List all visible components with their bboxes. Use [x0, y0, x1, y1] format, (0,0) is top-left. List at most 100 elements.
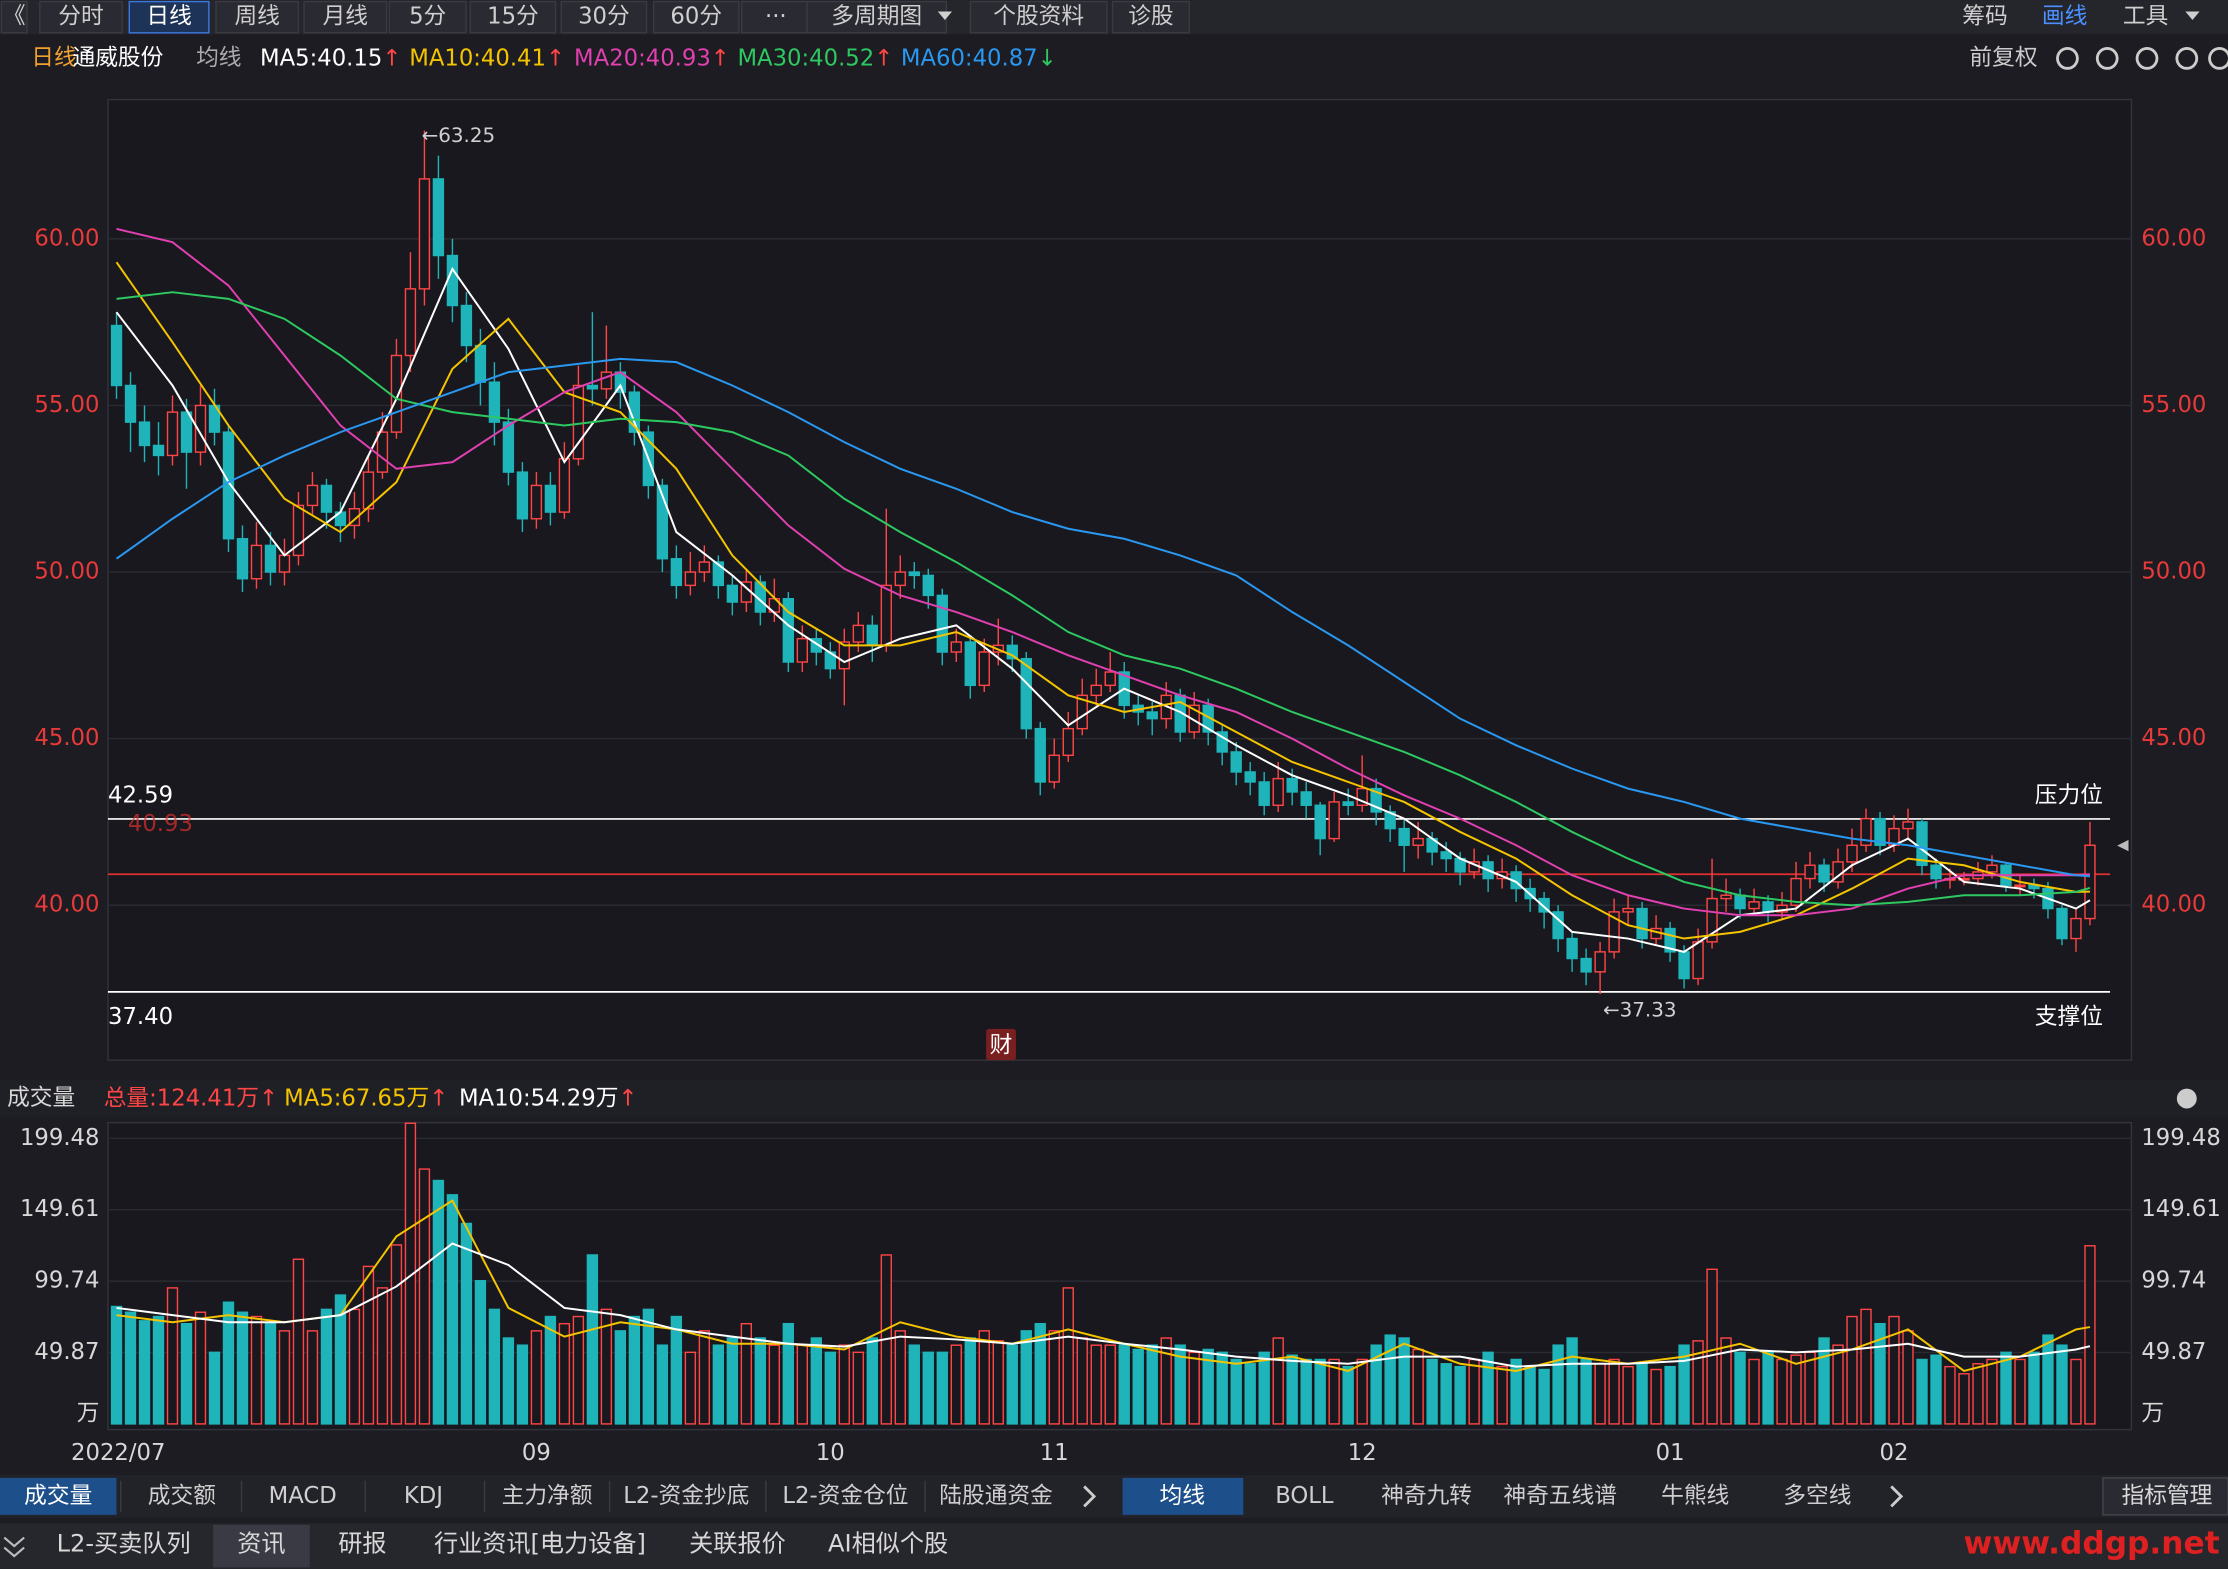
volume-bar [1916, 1358, 1928, 1425]
indicator-tab[interactable]: 牛熊线 [1661, 1483, 1729, 1509]
indicator-tab[interactable]: 均线 [1159, 1483, 1204, 1509]
indicator-tab[interactable]: 陆股通资金 [939, 1483, 1053, 1509]
bottom-tab[interactable]: 关联报价 [689, 1530, 786, 1558]
manage-box [2102, 1477, 2228, 1516]
toolbar-tab[interactable]: 诊股 [1128, 4, 1173, 30]
y-tick-label-right: 149.61 [2141, 1196, 2221, 1222]
volume-bar [1888, 1315, 1900, 1425]
volume-bar [1132, 1348, 1144, 1425]
volume-bar [1944, 1365, 1956, 1425]
toolbar-icon[interactable] [2135, 47, 2159, 70]
candle-body [376, 431, 389, 473]
bottom-tab[interactable]: 资讯 [237, 1530, 285, 1558]
candle-body [600, 371, 613, 390]
candle-body [418, 178, 431, 290]
candle-body [1902, 821, 1914, 830]
toolbar-right[interactable]: 画线 [2042, 4, 2087, 30]
level-label: 40.93 [128, 811, 193, 837]
candle-body [558, 458, 571, 513]
bottom-tab[interactable]: 研报 [338, 1530, 386, 1558]
volume-bar [390, 1244, 403, 1425]
volume-bar [1188, 1351, 1200, 1425]
candle-body [936, 594, 948, 653]
toolbar-icon[interactable] [2175, 47, 2199, 70]
volume-bar [1496, 1365, 1508, 1425]
indicator-tab[interactable]: L2-资金仓位 [782, 1483, 908, 1509]
indicator-manage[interactable]: 指标管理 [2121, 1483, 2212, 1509]
tab-box [303, 0, 388, 34]
price-panel [107, 98, 2133, 1061]
candle-body [1286, 777, 1298, 793]
volume-bar [1986, 1358, 1998, 1425]
tab-box [560, 0, 648, 34]
candle-body [348, 508, 361, 527]
bottom-tab[interactable]: 行业资讯[电力设备] [434, 1530, 646, 1558]
volume-bar [1482, 1351, 1494, 1425]
volume-total-label: 总量:124.41万 [104, 1085, 259, 1111]
volume-bar [754, 1337, 767, 1425]
toolbar-tab[interactable]: 周线 [234, 4, 279, 30]
ma-legend[interactable]: MA60:40.87↓ [901, 45, 1057, 71]
toolbar-tab[interactable]: 多周期图 [831, 4, 922, 30]
ma-legend[interactable]: MA30:40.52↑ [737, 45, 893, 71]
volume-bar [684, 1351, 697, 1425]
y-tick-label-right: 199.48 [2141, 1125, 2221, 1151]
ma-legend[interactable]: MA10:40.41↑ [409, 45, 565, 71]
toolbar-icon[interactable] [2208, 47, 2228, 70]
volume-bar [866, 1337, 878, 1425]
close-icon[interactable] [2176, 1088, 2197, 1109]
indicator-tab[interactable]: KDJ [404, 1483, 443, 1509]
toolbar-tab[interactable]: 日线 [146, 4, 191, 30]
toolbar-tab[interactable]: 15分 [487, 4, 539, 30]
volume-bar [1468, 1358, 1480, 1425]
toolbar-tab[interactable]: 月线 [323, 4, 368, 30]
volume-bar [1762, 1351, 1774, 1425]
tab-box [469, 0, 557, 34]
y-tick-label-right: 99.74 [2141, 1268, 2206, 1294]
bottom-tab[interactable]: AI相似个股 [828, 1530, 948, 1558]
volume-bar [460, 1222, 473, 1425]
ma-line [115, 357, 2091, 878]
bottom-tab[interactable]: L2-买卖队列 [57, 1530, 191, 1558]
indicator-tab[interactable]: BOLL [1275, 1483, 1334, 1509]
candle-body [908, 571, 920, 577]
volume-bar [1552, 1344, 1564, 1425]
toolbar-tab[interactable]: 分时 [58, 4, 103, 30]
ma-legend-arrow: ↑ [711, 45, 730, 71]
volume-bar [726, 1337, 739, 1425]
toolbar-right[interactable]: 筹码 [1962, 4, 2007, 30]
tab-scroll-arrow[interactable] [1083, 1485, 1097, 1508]
support-label: 支撑位 [2035, 1004, 2103, 1030]
ma-legend[interactable]: MA20:40.93↑ [574, 45, 730, 71]
volume-bar [1664, 1365, 1676, 1425]
toolbar-tab[interactable]: 《 [3, 4, 26, 30]
indicator-tab[interactable]: 多空线 [1783, 1483, 1851, 1509]
toolbar-right[interactable]: 工具 [2123, 4, 2168, 30]
candle-body [2084, 844, 2096, 920]
toolbar-tab[interactable]: 60分 [670, 4, 722, 30]
tab-scroll-arrow[interactable] [1890, 1485, 1904, 1508]
indicator-tab[interactable]: 神奇九转 [1381, 1483, 1472, 1509]
adjust-label[interactable]: 前复权 [1969, 45, 2037, 71]
indicator-tab[interactable]: 成交额 [148, 1483, 216, 1509]
indicator-tab[interactable]: 成交量 [24, 1483, 92, 1509]
toolbar-tab[interactable]: 个股资料 [993, 4, 1084, 30]
toolbar-icon[interactable] [2056, 47, 2079, 70]
toolbar-tab[interactable]: 30分 [578, 4, 630, 30]
indicator-tab[interactable]: 主力净额 [502, 1483, 593, 1509]
indicator-tab[interactable]: MACD [269, 1483, 337, 1509]
volume-bar [1006, 1344, 1018, 1425]
ma-legend[interactable]: MA5:40.15↑ [260, 45, 401, 71]
toolbar-icon[interactable] [2095, 47, 2119, 70]
indicator-tab[interactable]: 神奇五线谱 [1503, 1483, 1617, 1509]
toolbar-tab[interactable]: 5分 [409, 4, 446, 30]
volume-bar [1636, 1363, 1648, 1425]
volume-bar [278, 1330, 291, 1425]
candle-body [1776, 904, 1788, 913]
collapse-icon[interactable] [3, 1536, 25, 1558]
ma-legend-arrow: ↑ [382, 45, 401, 71]
toolbar-tab[interactable]: ··· [765, 4, 787, 30]
candle-body [1986, 864, 1998, 873]
indicator-tab[interactable]: L2-资金抄底 [623, 1483, 749, 1509]
